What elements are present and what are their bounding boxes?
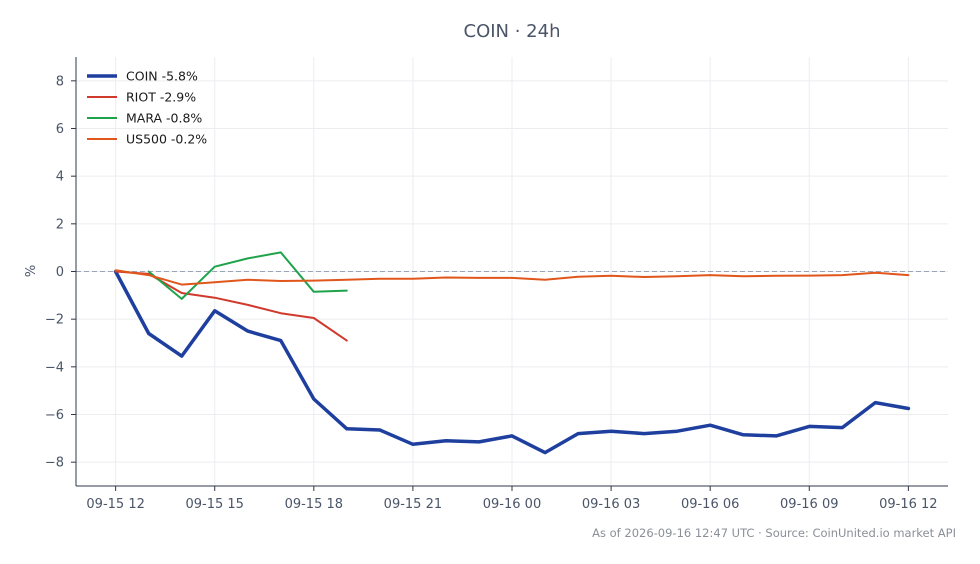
x-tick-label: 09-15 21 [384, 497, 442, 512]
legend-label: COIN -5.8% [126, 69, 198, 84]
x-tick-label: 09-15 12 [86, 497, 144, 512]
y-tick-label: −8 [45, 456, 64, 471]
x-tick-label: 09-15 15 [186, 497, 244, 512]
x-tick-label: 09-16 12 [879, 497, 937, 512]
y-tick-label: 0 [56, 265, 64, 280]
series-line-0 [113, 269, 911, 455]
x-tick-label: 09-16 00 [483, 497, 541, 512]
x-tick-label: 09-15 18 [285, 497, 343, 512]
y-tick-label: −2 [45, 313, 64, 328]
footer-source: As of 2026-09-16 12:47 UTC · Source: Coi… [592, 526, 956, 540]
legend-label: RIOT -2.9% [126, 90, 196, 105]
legend: COIN -5.8% RIOT -2.9% MARA -0.8% US500 -0.2… [87, 69, 207, 147]
y-tick-label: −4 [45, 360, 64, 375]
legend-label: MARA -0.8% [126, 111, 202, 126]
x-tick-label: 09-16 09 [780, 497, 838, 512]
y-tick-label: 8 [56, 74, 64, 89]
y-tick-label: 2 [56, 217, 64, 232]
y-tick-label: 6 [56, 122, 64, 137]
x-tick-label: 09-16 06 [681, 497, 739, 512]
y-tick-label: 4 [56, 170, 64, 185]
y-axis-label: % [24, 265, 39, 277]
series-line-2 [147, 251, 348, 300]
series-line-3 [114, 269, 910, 286]
y-tick-label: −6 [45, 408, 64, 423]
x-tick-label: 09-16 03 [582, 497, 640, 512]
axes: −8 −6 −4 −2 0 2 4 6 8 09-15 12 09-15 15 09-15 18 09-… [45, 57, 948, 512]
series-lines [113, 251, 911, 455]
legend-label: US500 -0.2% [126, 132, 207, 147]
chart-title: COIN · 24h [464, 21, 561, 42]
